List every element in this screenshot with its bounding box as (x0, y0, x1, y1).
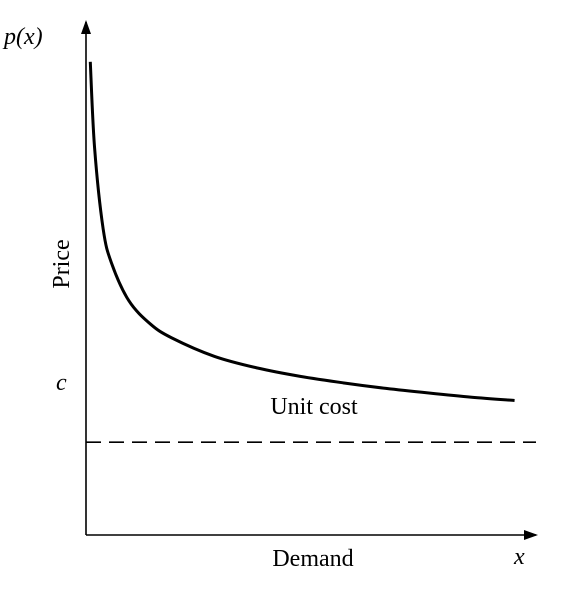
cost-axis-label: c (56, 370, 67, 396)
y-axis-symbol: p(x) (2, 24, 43, 50)
unit-cost-label: Unit cost (270, 394, 358, 420)
x-axis-title: Demand (272, 546, 353, 572)
x-axis-symbol: x (513, 544, 525, 570)
price-demand-curve (90, 62, 514, 401)
y-axis-title: Price (49, 239, 75, 288)
